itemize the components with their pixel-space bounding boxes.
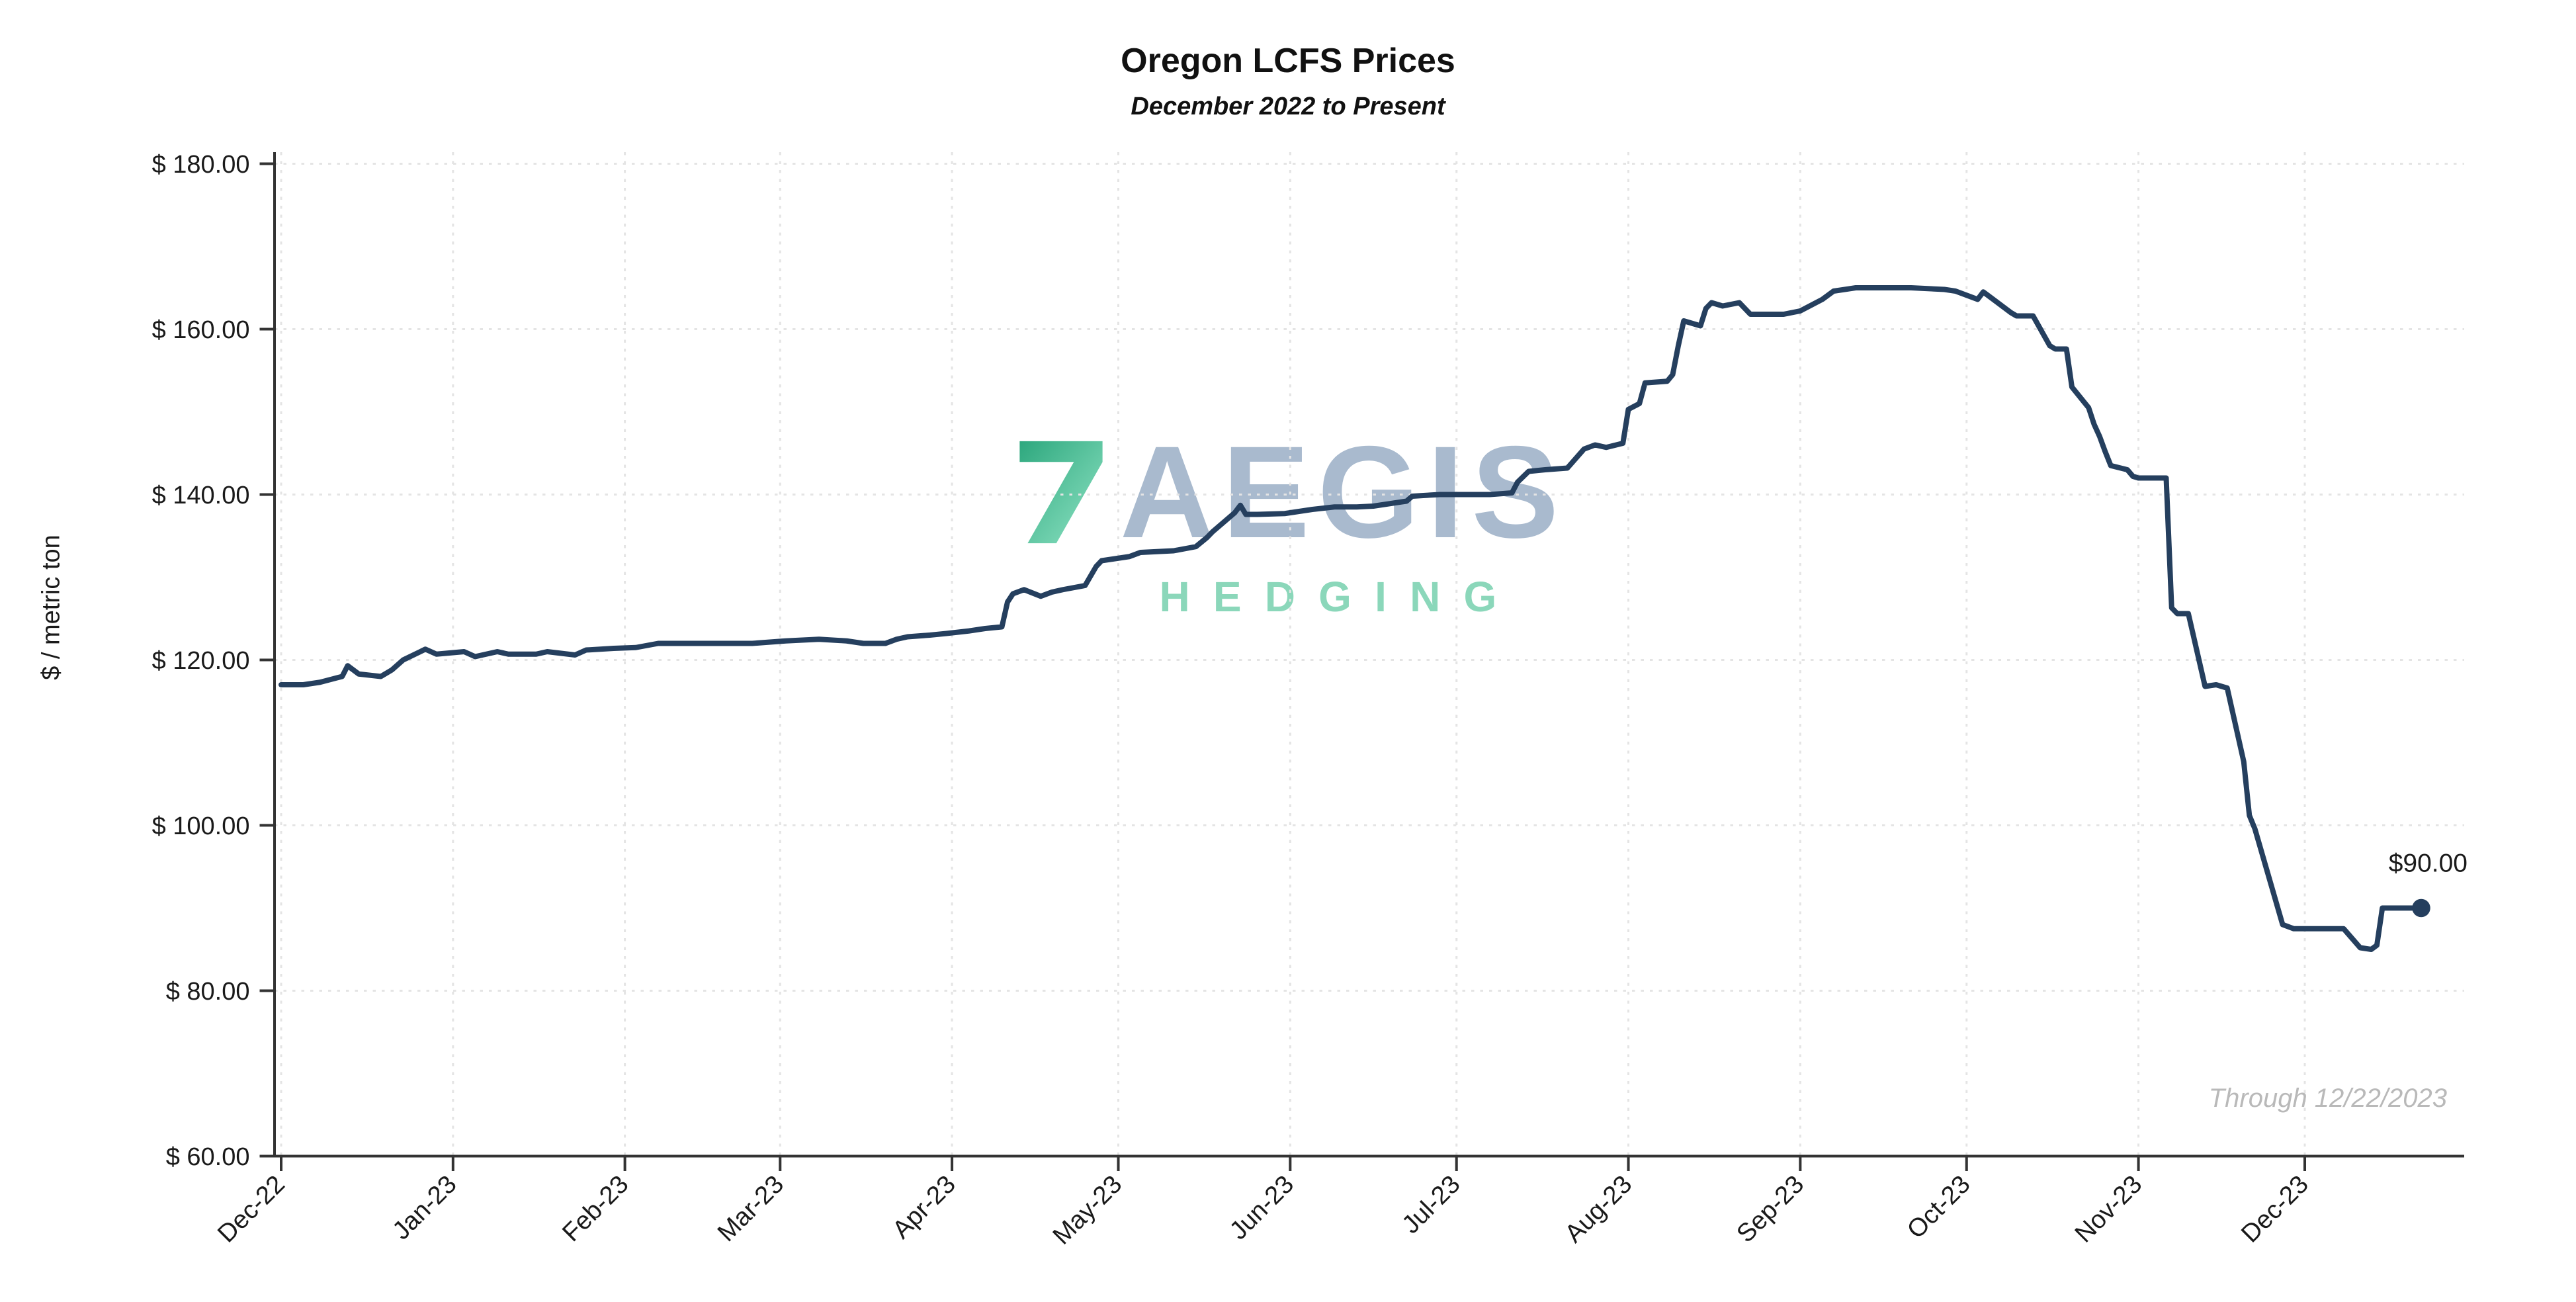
gridlines [275, 152, 2465, 1156]
y-axis-title: $ / metric ton [37, 535, 65, 680]
y-tick-label: $ 80.00 [166, 978, 250, 1006]
x-tick-label: May-23 [1047, 1170, 1127, 1250]
x-tick-label: Dec-23 [2236, 1170, 2314, 1248]
watermark-tagline: HEDGING [1159, 573, 1520, 621]
chart-title: Oregon LCFS Prices [1121, 42, 1455, 80]
tick-marks [259, 162, 2307, 1171]
y-tick-label: $ 140.00 [152, 482, 250, 509]
x-tick-label: Sep-23 [1731, 1170, 1809, 1248]
y-tick-labels: $ 60.00 $ 80.00 $ 100.00 $ 120.00 $ 140.00 $ … [152, 151, 250, 1171]
x-tick-label: Aug-23 [1559, 1170, 1637, 1248]
price-line-series [279, 284, 2425, 952]
y-tick-label: $ 160.00 [152, 316, 250, 344]
price-line [279, 284, 2425, 952]
axes [273, 152, 2465, 1158]
x-tick-label: Jul-23 [1396, 1170, 1466, 1239]
x-tick-label: Dec-22 [212, 1170, 290, 1248]
y-tick-label: $ 120.00 [152, 647, 250, 675]
x-tick-labels: Dec-22 Jan-23 Feb-23 Mar-23 Apr-23 May-23 Jun-… [212, 1170, 2314, 1250]
y-tick-label: $ 180.00 [152, 151, 250, 179]
aegis-logo-icon [1019, 441, 1103, 544]
footnote-through-date: Through 12/22/2023 [2208, 1084, 2447, 1113]
x-tick-label: Jan-23 [387, 1170, 462, 1245]
last-price-label: $90.00 [2389, 849, 2468, 878]
x-tick-label: Nov-23 [2069, 1170, 2147, 1248]
last-price-dot [2412, 898, 2430, 918]
y-tick-label: $ 60.00 [166, 1143, 250, 1171]
chart-subtitle: December 2022 to Present [1131, 93, 1445, 120]
annotations: $90.00 [2389, 849, 2468, 918]
x-tick-label: Apr-23 [887, 1170, 961, 1244]
x-tick-label: Feb-23 [557, 1170, 634, 1247]
x-tick-label: Mar-23 [712, 1170, 789, 1247]
x-tick-label: Jun-23 [1224, 1170, 1300, 1245]
y-tick-label: $ 100.00 [152, 812, 250, 840]
x-tick-label: Oct-23 [1902, 1170, 1976, 1244]
